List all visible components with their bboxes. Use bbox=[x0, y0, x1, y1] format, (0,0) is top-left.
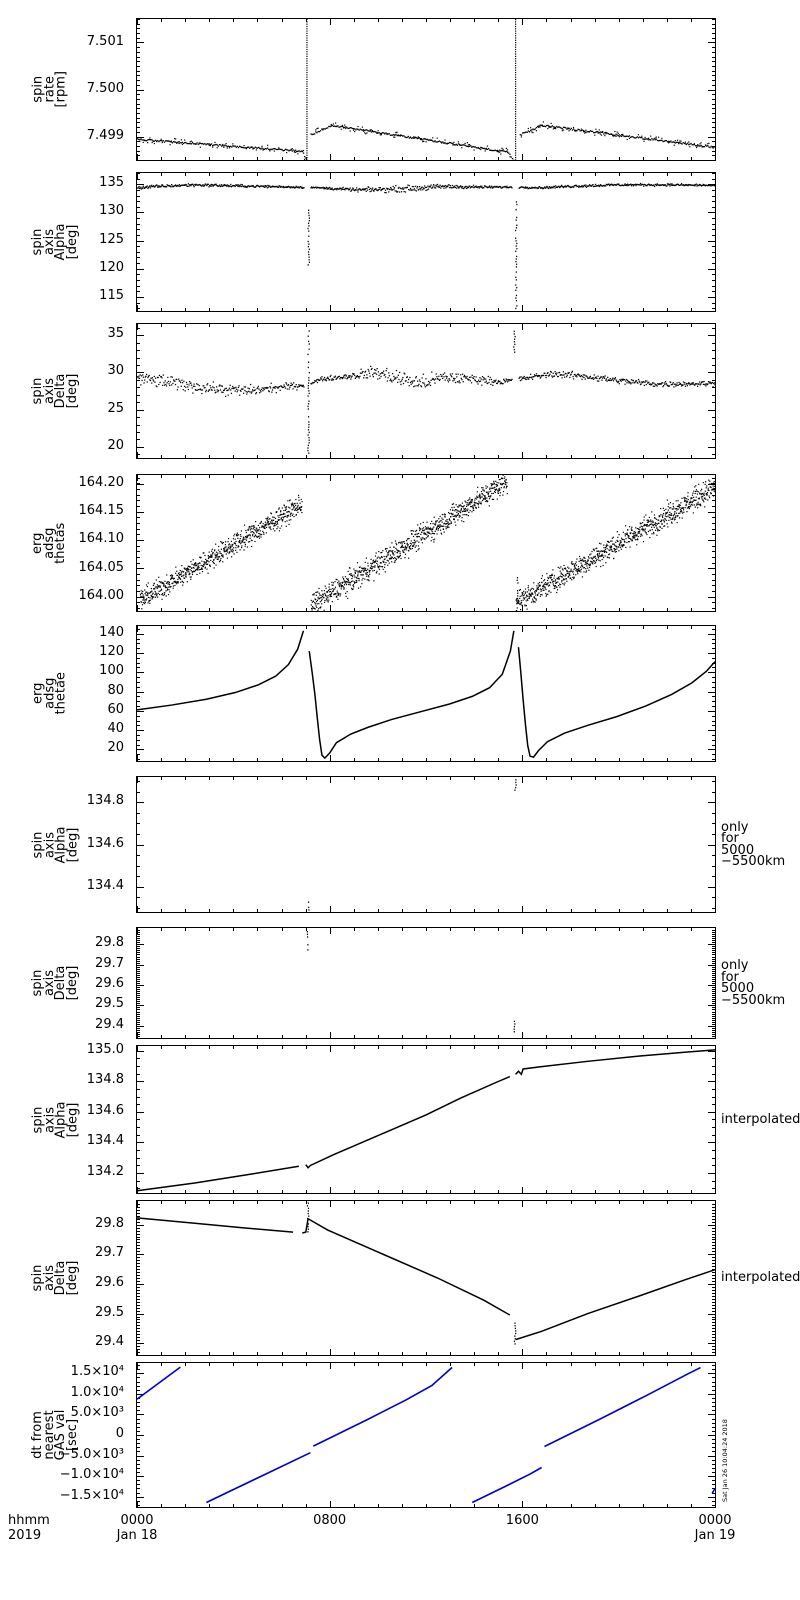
ytick-label: −5.0×10³ bbox=[59, 1446, 124, 1462]
plot-data-layer bbox=[136, 1045, 716, 1194]
plot-data-layer bbox=[136, 927, 716, 1039]
panel-annotation: interpolated bbox=[721, 1111, 800, 1127]
panel-annotation: only for 5000 −5500km bbox=[721, 958, 786, 1008]
ytick-label: 29.6 bbox=[95, 1274, 124, 1290]
ytick-label: 164.05 bbox=[78, 559, 125, 575]
ytick-label: 29.8 bbox=[95, 1215, 124, 1231]
plot-data-layer bbox=[136, 1200, 716, 1356]
x-axis-header-year: 2019 bbox=[8, 1528, 42, 1543]
chart-panel-9 bbox=[136, 1362, 716, 1508]
ytick-label: 7.501 bbox=[86, 33, 124, 49]
ytick-label: 29.8 bbox=[95, 935, 124, 951]
ytick-label: 29.4 bbox=[95, 1016, 124, 1032]
ytick-label: 25 bbox=[107, 400, 124, 416]
ytick-label: 0 bbox=[115, 1426, 124, 1441]
panel-annotation: interpolated bbox=[721, 1270, 800, 1286]
ytick-label: 134.8 bbox=[86, 1072, 124, 1088]
ytick-label: 40 bbox=[107, 721, 124, 737]
ytick-label: 80 bbox=[107, 682, 124, 698]
ytick-label: 29.7 bbox=[95, 955, 124, 971]
ytick-label: 20 bbox=[107, 437, 124, 453]
ytick-label: 130 bbox=[99, 203, 124, 219]
ytick-label: 30 bbox=[107, 363, 124, 379]
ytick-label: 29.6 bbox=[95, 976, 124, 992]
chart-panel-0 bbox=[136, 18, 716, 161]
ytick-label: 5.0×10³ bbox=[70, 1405, 124, 1421]
ytick-label: 120 bbox=[99, 644, 124, 659]
ytick-label: 125 bbox=[99, 231, 124, 247]
ytick-label: 115 bbox=[99, 287, 124, 303]
chart-panel-2 bbox=[136, 323, 716, 459]
plot-data-layer bbox=[136, 474, 716, 612]
ytick-label: 7.499 bbox=[86, 127, 124, 143]
ytick-label: 140 bbox=[99, 624, 124, 640]
xtick-sublabel: Jan 19 bbox=[694, 1528, 736, 1543]
ytick-label: 29.7 bbox=[95, 1245, 124, 1261]
xtick-label: 0800 bbox=[313, 1513, 347, 1528]
ytick-label: 164.20 bbox=[78, 474, 125, 490]
chart-panel-8 bbox=[136, 1200, 716, 1356]
ytick-label: 134.4 bbox=[86, 1133, 124, 1149]
y-axis-title: erg adsg thetae bbox=[30, 672, 68, 715]
plot-data-layer bbox=[136, 323, 716, 459]
plot-timestamp: Sat Jan 26 10:04:24 2018 bbox=[721, 1419, 729, 1502]
ytick-label: 164.15 bbox=[78, 502, 125, 518]
ytick-label: 20 bbox=[107, 740, 124, 756]
x-axis-header-unit: hhmm bbox=[8, 1513, 50, 1528]
xtick-label: 1600 bbox=[505, 1513, 539, 1528]
chart-panel-7 bbox=[136, 1045, 716, 1194]
ytick-label: 35 bbox=[107, 326, 124, 342]
ytick-label: 29.4 bbox=[95, 1334, 124, 1350]
ytick-label: 134.6 bbox=[86, 1102, 124, 1118]
xtick-sublabel: Jan 18 bbox=[116, 1528, 158, 1543]
ytick-label: 1.0×10⁴ bbox=[70, 1384, 124, 1400]
ytick-label: 120 bbox=[99, 259, 124, 275]
chart-panel-3 bbox=[136, 474, 716, 612]
ytick-label: 134.2 bbox=[86, 1164, 124, 1180]
plot-data-layer bbox=[136, 625, 716, 762]
y-axis-title: spin axis Delta [deg] bbox=[30, 373, 80, 409]
xtick-label: 0000 bbox=[698, 1513, 732, 1528]
ytick-label: 29.5 bbox=[95, 1304, 124, 1320]
ytick-label: 100 bbox=[99, 663, 124, 679]
chart-panel-6 bbox=[136, 927, 716, 1039]
ytick-label: 164.00 bbox=[78, 587, 125, 603]
ytick-label: −1.0×10⁴ bbox=[59, 1467, 124, 1483]
panel-annotation: only for 5000 −5500km bbox=[721, 819, 786, 869]
ytick-label: 164.10 bbox=[78, 531, 125, 547]
ytick-label: 134.4 bbox=[86, 877, 124, 893]
ytick-label: −1.5×10⁴ bbox=[59, 1487, 124, 1503]
plot-data-layer bbox=[136, 18, 716, 161]
ytick-label: 135 bbox=[99, 175, 124, 191]
ytick-label: 1.5×10⁴ bbox=[70, 1364, 124, 1380]
chart-panel-4 bbox=[136, 625, 716, 762]
ytick-label: 29.5 bbox=[95, 996, 124, 1012]
xtick-label: 0000 bbox=[120, 1513, 154, 1528]
plot-data-layer bbox=[136, 776, 716, 913]
chart-panel-5 bbox=[136, 776, 716, 913]
ytick-label: 135.0 bbox=[86, 1041, 124, 1057]
plot-data-layer bbox=[136, 1362, 716, 1508]
plot-data-layer bbox=[136, 172, 716, 312]
y-axis-title: dt from nearest GAS val [sec] bbox=[30, 1409, 80, 1461]
chart-panel-1 bbox=[136, 172, 716, 312]
ytick-label: 60 bbox=[107, 701, 124, 717]
ytick-label: 134.6 bbox=[86, 835, 124, 851]
ytick-label: 134.8 bbox=[86, 793, 124, 809]
ytick-label: 7.500 bbox=[86, 80, 124, 96]
